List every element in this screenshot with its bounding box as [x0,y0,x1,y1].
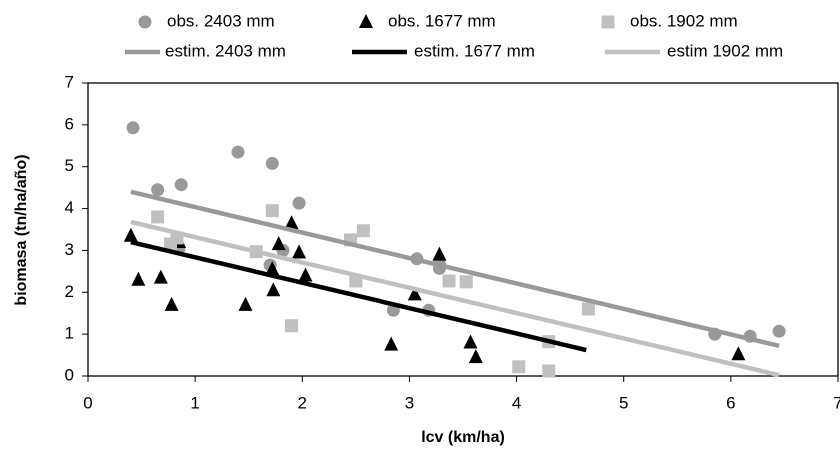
point [231,145,245,159]
point [542,364,556,378]
x-tick-label: 4 [512,393,521,412]
y-tick-label: 3 [65,240,74,259]
point [153,269,168,284]
legend-label: obs. 2403 mm [167,11,275,30]
point [581,302,595,316]
x-tick-label: 1 [190,393,199,412]
point [164,296,179,311]
point [265,156,279,170]
point [459,275,473,289]
legend-swatch [601,15,615,29]
point [284,215,299,230]
point [271,236,286,251]
trend-line [130,239,587,353]
point [123,227,138,242]
point [468,349,483,364]
plot-area [87,82,839,377]
y-tick-label: 0 [65,365,74,384]
x-tick-label: 3 [405,393,414,412]
x-tick-label: 7 [833,393,840,412]
x-tick-label: 6 [726,393,735,412]
y-axis-title: biomasa (tn/ha/año) [13,154,30,305]
point [298,267,313,282]
y-tick-label: 7 [65,72,74,91]
legend-label: estim 1902 mm [667,41,783,60]
point [126,121,140,135]
y-tick-label: 2 [65,282,74,301]
x-tick-label: 0 [83,393,92,412]
point [151,210,165,224]
point [285,319,299,333]
x-axis-title: lcv (km/ha) [421,429,505,446]
point [131,271,146,286]
point [174,178,188,192]
point [292,196,306,210]
trend-line [130,219,780,378]
point [265,261,280,276]
legend-label: obs. 1677 mm [388,11,496,30]
point [463,334,478,349]
point [356,224,370,238]
point [407,286,422,301]
point [384,336,399,351]
point [731,346,746,361]
y-tick-label: 5 [65,156,74,175]
legend-label: obs. 1902 mm [630,11,738,30]
point [432,246,447,261]
y-tick-label: 1 [65,324,74,343]
point [772,324,786,338]
y-tick-label: 4 [65,198,74,217]
point [238,296,253,311]
point [512,360,526,374]
legend-label: estim. 1677 mm [414,41,535,60]
point [442,274,456,288]
y-tick-label: 6 [65,114,74,133]
point [292,244,307,259]
trend-line [130,189,780,349]
point [151,183,165,197]
legend-swatch [359,14,373,28]
legend-swatch [138,15,152,29]
legend-label: estim. 2403 mm [165,41,286,60]
point [266,282,281,297]
point [265,204,279,218]
x-tick-label: 2 [298,393,307,412]
x-tick-label: 5 [619,393,628,412]
